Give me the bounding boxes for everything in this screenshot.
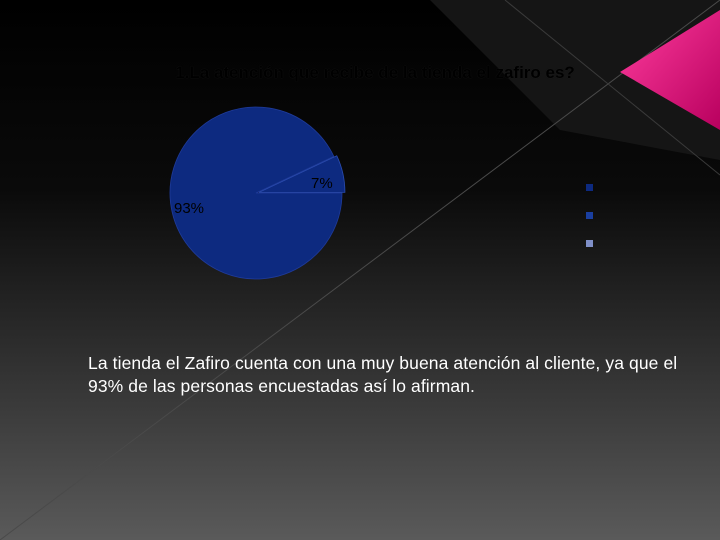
dark-corner-panel (430, 0, 720, 160)
pink-accent-triangle (620, 10, 720, 130)
legend-marker-2 (586, 212, 593, 219)
pie-slice-7 (258, 155, 346, 193)
diagonal-line-2 (504, 0, 720, 176)
slice-label-7: 7% (311, 175, 333, 192)
slide-caption: La tienda el Zafiro cuenta con una muy b… (88, 353, 678, 396)
pie-slice-93 (169, 106, 343, 280)
legend-marker-3 (586, 240, 593, 247)
chart-title: 1.La atención que recibe de la tienda el… (175, 63, 575, 82)
legend-marker-1 (586, 184, 593, 191)
slice-label-93: 93% (174, 200, 204, 217)
